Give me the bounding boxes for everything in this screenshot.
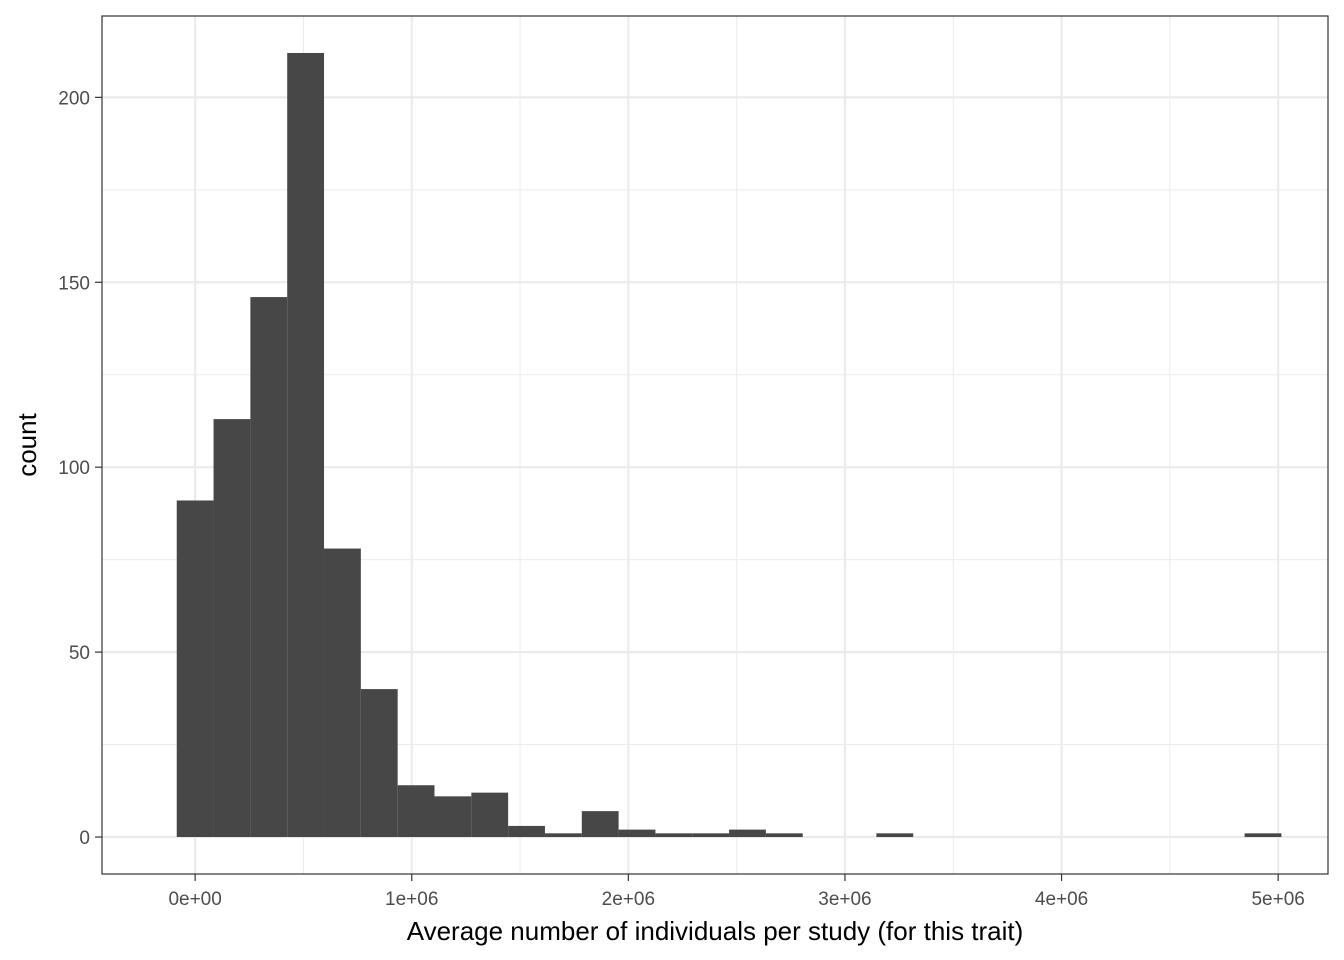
y-tick-label: 0 bbox=[79, 828, 90, 849]
histogram-bar bbox=[471, 792, 509, 838]
histogram-bar bbox=[581, 811, 619, 838]
histogram-bar bbox=[176, 500, 214, 838]
histogram-bar bbox=[213, 419, 251, 838]
x-tick-label: 4e+06 bbox=[1035, 889, 1088, 910]
x-axis-title: Average number of individuals per study … bbox=[407, 916, 1024, 946]
y-tick-label: 150 bbox=[58, 273, 90, 294]
histogram-bar bbox=[250, 297, 288, 838]
x-axis: 0e+00 1e+06 2e+06 3e+06 4e+06 5e+06 bbox=[168, 874, 1305, 910]
histogram-bar bbox=[508, 825, 545, 838]
histogram-bar bbox=[692, 833, 730, 838]
histogram-bars bbox=[176, 52, 1282, 838]
y-axis: 0 50 100 150 200 bbox=[58, 88, 102, 849]
y-axis-title: count bbox=[12, 412, 42, 476]
histogram-bar bbox=[876, 833, 914, 838]
plot-border bbox=[101, 15, 1329, 875]
histogram-bar bbox=[544, 833, 582, 838]
histogram-bar bbox=[765, 833, 803, 838]
histogram-bar bbox=[434, 796, 472, 838]
x-tick-label: 2e+06 bbox=[602, 889, 655, 910]
histogram-bar bbox=[618, 829, 656, 838]
histogram-bar bbox=[360, 689, 398, 838]
y-tick-label: 200 bbox=[58, 88, 90, 109]
x-tick-label: 3e+06 bbox=[818, 889, 871, 910]
x-tick-label: 1e+06 bbox=[385, 889, 438, 910]
x-tick-label: 5e+06 bbox=[1251, 889, 1304, 910]
y-tick-label: 50 bbox=[69, 643, 90, 664]
histogram-bar bbox=[1244, 833, 1282, 838]
histogram-bar bbox=[287, 52, 325, 838]
y-tick-label: 100 bbox=[58, 458, 90, 479]
histogram-bar bbox=[324, 548, 361, 838]
histogram-bar bbox=[397, 785, 435, 838]
histogram-bar bbox=[655, 833, 693, 838]
x-tick-label: 0e+00 bbox=[168, 889, 221, 910]
histogram-bar bbox=[729, 829, 766, 838]
